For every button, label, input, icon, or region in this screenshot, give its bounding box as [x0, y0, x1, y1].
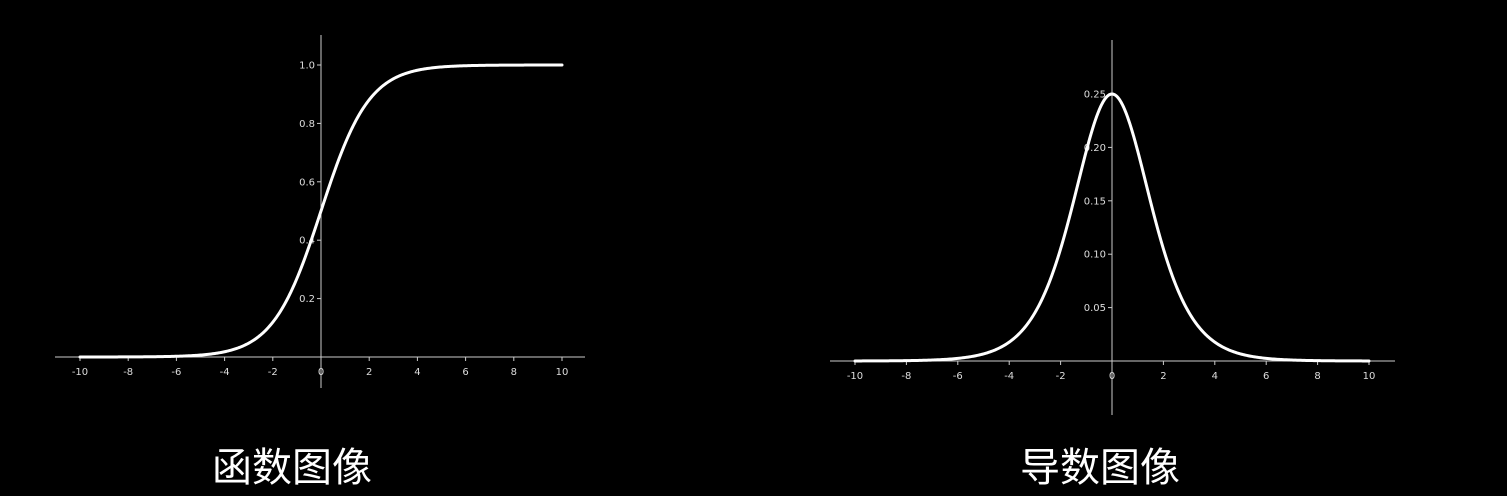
- x-tick-label: -4: [220, 367, 230, 378]
- x-tick-label: -6: [953, 371, 963, 382]
- x-tick-label: -10: [72, 367, 88, 378]
- x-tick-label: 6: [462, 367, 468, 378]
- y-tick-label: 0.2: [299, 294, 315, 305]
- x-tick-label: -2: [1056, 371, 1066, 382]
- x-tick-label: 2: [1160, 371, 1166, 382]
- x-tick-label: -8: [123, 367, 133, 378]
- y-tick-label: 0.05: [1084, 303, 1106, 314]
- x-tick-label: 2: [366, 367, 372, 378]
- x-tick-label: 4: [414, 367, 420, 378]
- x-tick-label: -8: [901, 371, 911, 382]
- charts-canvas: -10 -8 -6 -4 -2 0 2 4 6 8 100.20.40.60.81.0 -10 -8-…: [0, 0, 1507, 440]
- x-tick-label: 0: [318, 367, 324, 378]
- x-tick-label: 6: [1263, 371, 1269, 382]
- x-tick-label: 10: [1363, 371, 1376, 382]
- x-tick-label: -2: [268, 367, 278, 378]
- y-tick-label: 0.25: [1084, 90, 1106, 101]
- x-tick-label: -6: [171, 367, 181, 378]
- function-chart: -10 -8 -6 -4 -2 0 2 4 6 8 100.20.40.60.81.0: [55, 35, 585, 388]
- x-tick-label: -10: [847, 371, 863, 382]
- y-tick-label: 1.0: [299, 61, 315, 72]
- x-tick-label: 10: [556, 367, 569, 378]
- y-tick-label: 0.15: [1084, 196, 1106, 207]
- x-tick-label: 8: [1314, 371, 1320, 382]
- x-tick-label: -4: [1004, 371, 1014, 382]
- derivative-chart: -10 -8 -6 -4 -2 0 2 4 6 8 100.050.100.150.200.25: [830, 40, 1395, 415]
- x-tick-label: 8: [511, 367, 517, 378]
- y-tick-label: 0.6: [299, 177, 315, 188]
- function-chart-caption: 函数图像: [212, 440, 372, 496]
- derivative-chart-caption: 导数图像: [1020, 440, 1180, 496]
- y-tick-label: 0.10: [1084, 250, 1106, 261]
- x-tick-label: 4: [1212, 371, 1218, 382]
- y-tick-label: 0.8: [299, 119, 315, 130]
- x-tick-label: 0: [1109, 371, 1115, 382]
